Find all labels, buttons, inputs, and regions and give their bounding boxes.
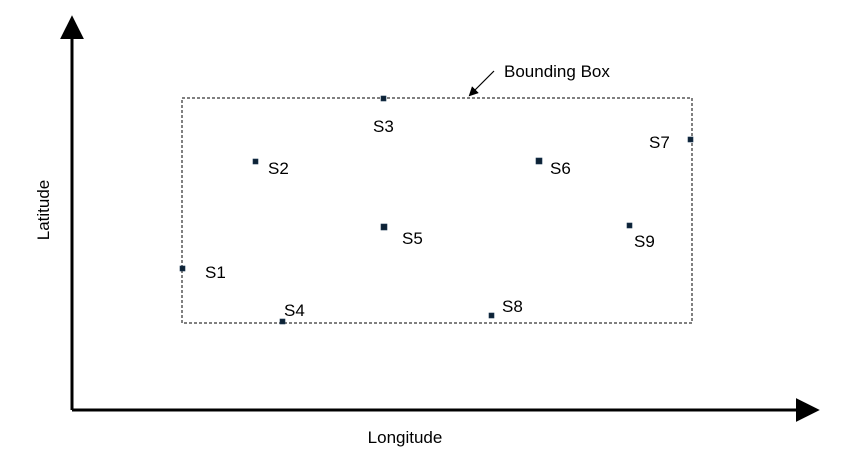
station-label-s8: S8 bbox=[502, 297, 523, 316]
station-markers bbox=[179, 95, 694, 325]
y-axis-label: Latitude bbox=[34, 180, 53, 241]
station-label-s4: S4 bbox=[284, 301, 305, 320]
station-marker-s7 bbox=[687, 136, 694, 143]
station-label-s7: S7 bbox=[649, 133, 670, 152]
bounding-box bbox=[181, 97, 693, 324]
station-marker-s4 bbox=[279, 318, 286, 325]
station-marker-s2 bbox=[252, 158, 259, 165]
station-label-s5: S5 bbox=[402, 229, 423, 248]
station-marker-s5 bbox=[380, 223, 388, 231]
station-marker-s1 bbox=[179, 265, 186, 272]
bounding-box-label: Bounding Box bbox=[504, 62, 610, 81]
station-label-s3: S3 bbox=[373, 117, 394, 136]
x-axis-label: Longitude bbox=[368, 428, 443, 447]
station-label-s1: S1 bbox=[205, 263, 226, 282]
station-marker-s9 bbox=[626, 222, 633, 229]
station-label-s9: S9 bbox=[634, 232, 655, 251]
station-label-s2: S2 bbox=[268, 159, 289, 178]
station-marker-s3 bbox=[380, 95, 387, 102]
station-label-s6: S6 bbox=[550, 159, 571, 178]
station-marker-s6 bbox=[535, 157, 543, 165]
bounding-box-pointer-arrow bbox=[468, 70, 495, 97]
station-labels: S1 S2 S3 S4 S5 S6 S7 S8 S9 bbox=[205, 117, 670, 320]
station-marker-s8 bbox=[488, 312, 495, 319]
